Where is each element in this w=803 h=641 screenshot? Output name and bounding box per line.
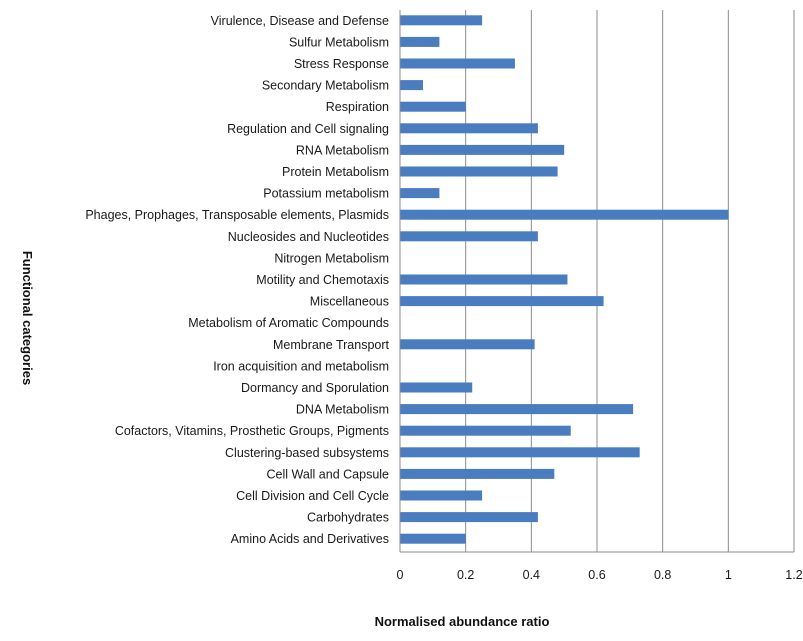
x-tick-label-4: 0.8 bbox=[654, 568, 671, 582]
bar-17 bbox=[400, 382, 473, 393]
category-label-2: Stress Response bbox=[294, 57, 389, 71]
bar-23 bbox=[400, 512, 538, 523]
category-label-7: Protein Metabolism bbox=[282, 165, 389, 179]
category-label-12: Motility and Chemotaxis bbox=[256, 273, 389, 287]
x-tick-label-5: 1 bbox=[725, 568, 732, 582]
bar-15 bbox=[400, 339, 535, 350]
category-label-5: Regulation and Cell signaling bbox=[227, 122, 389, 136]
bar-1 bbox=[400, 36, 440, 47]
x-tick-label-2: 0.4 bbox=[523, 568, 540, 582]
category-label-19: Cofactors, Vitamins, Prosthetic Groups, … bbox=[115, 424, 389, 438]
bar-9 bbox=[400, 209, 729, 220]
bar-2 bbox=[400, 58, 515, 69]
bar-22 bbox=[400, 490, 483, 501]
x-tick-label-0: 0 bbox=[397, 568, 404, 582]
bar-12 bbox=[400, 274, 568, 285]
bar-10 bbox=[400, 231, 538, 242]
x-tick-label-1: 0.2 bbox=[457, 568, 474, 582]
category-label-23: Carbohydrates bbox=[307, 511, 389, 525]
gridlines bbox=[465, 10, 795, 552]
category-label-3: Secondary Metabolism bbox=[262, 79, 389, 93]
y-axis-title: Functional categories bbox=[20, 251, 35, 385]
category-label-9: Phages, Prophages, Transposable elements… bbox=[85, 208, 389, 222]
category-label-17: Dormancy and Sporulation bbox=[241, 381, 389, 395]
category-label-22: Cell Division and Cell Cycle bbox=[236, 489, 389, 503]
category-label-8: Potassium metabolism bbox=[263, 187, 389, 201]
bar-5 bbox=[400, 123, 538, 134]
bar-24 bbox=[400, 533, 466, 544]
bar-3 bbox=[400, 80, 423, 91]
bar-19 bbox=[400, 425, 571, 436]
category-label-1: Sulfur Metabolism bbox=[289, 35, 389, 49]
bar-13 bbox=[400, 296, 604, 307]
bar-6 bbox=[400, 144, 565, 155]
category-label-0: Virulence, Disease and Defense bbox=[211, 14, 389, 28]
bar-7 bbox=[400, 166, 558, 177]
category-label-15: Membrane Transport bbox=[273, 338, 390, 352]
bar-18 bbox=[400, 404, 634, 415]
category-label-16: Iron acquisition and metabolism bbox=[213, 359, 389, 373]
bars bbox=[400, 15, 729, 544]
bar-20 bbox=[400, 447, 640, 458]
category-label-6: RNA Metabolism bbox=[296, 143, 389, 157]
category-label-4: Respiration bbox=[326, 100, 389, 114]
category-label-24: Amino Acids and Derivatives bbox=[231, 532, 389, 546]
category-label-20: Clustering-based subsystems bbox=[225, 446, 389, 460]
x-tick-label-6: 1.2 bbox=[785, 568, 802, 582]
category-label-11: Nitrogen Metabolism bbox=[274, 251, 389, 265]
category-label-10: Nucleosides and Nucleotides bbox=[228, 230, 389, 244]
category-labels: Virulence, Disease and Defense Sulfur Met… bbox=[85, 14, 389, 546]
category-label-18: DNA Metabolism bbox=[296, 403, 389, 417]
x-axis-title: Normalised abundance ratio bbox=[375, 614, 550, 629]
bar-4 bbox=[400, 101, 466, 112]
bar-0 bbox=[400, 15, 483, 26]
category-label-13: Miscellaneous bbox=[310, 295, 389, 309]
bar-21 bbox=[400, 468, 555, 479]
bar-8 bbox=[400, 188, 440, 199]
x-tick-label-3: 0.6 bbox=[588, 568, 605, 582]
axes bbox=[399, 10, 794, 553]
category-label-21: Cell Wall and Capsule bbox=[266, 467, 389, 481]
category-label-14: Metabolism of Aromatic Compounds bbox=[188, 316, 389, 330]
x-tick-labels: 0 0.2 0.4 0.6 0.8 1 1.2 bbox=[397, 568, 803, 582]
